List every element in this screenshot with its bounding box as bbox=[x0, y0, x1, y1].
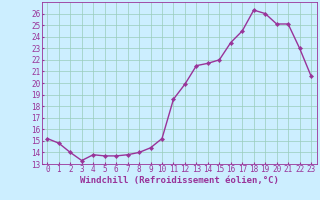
X-axis label: Windchill (Refroidissement éolien,°C): Windchill (Refroidissement éolien,°C) bbox=[80, 176, 279, 185]
